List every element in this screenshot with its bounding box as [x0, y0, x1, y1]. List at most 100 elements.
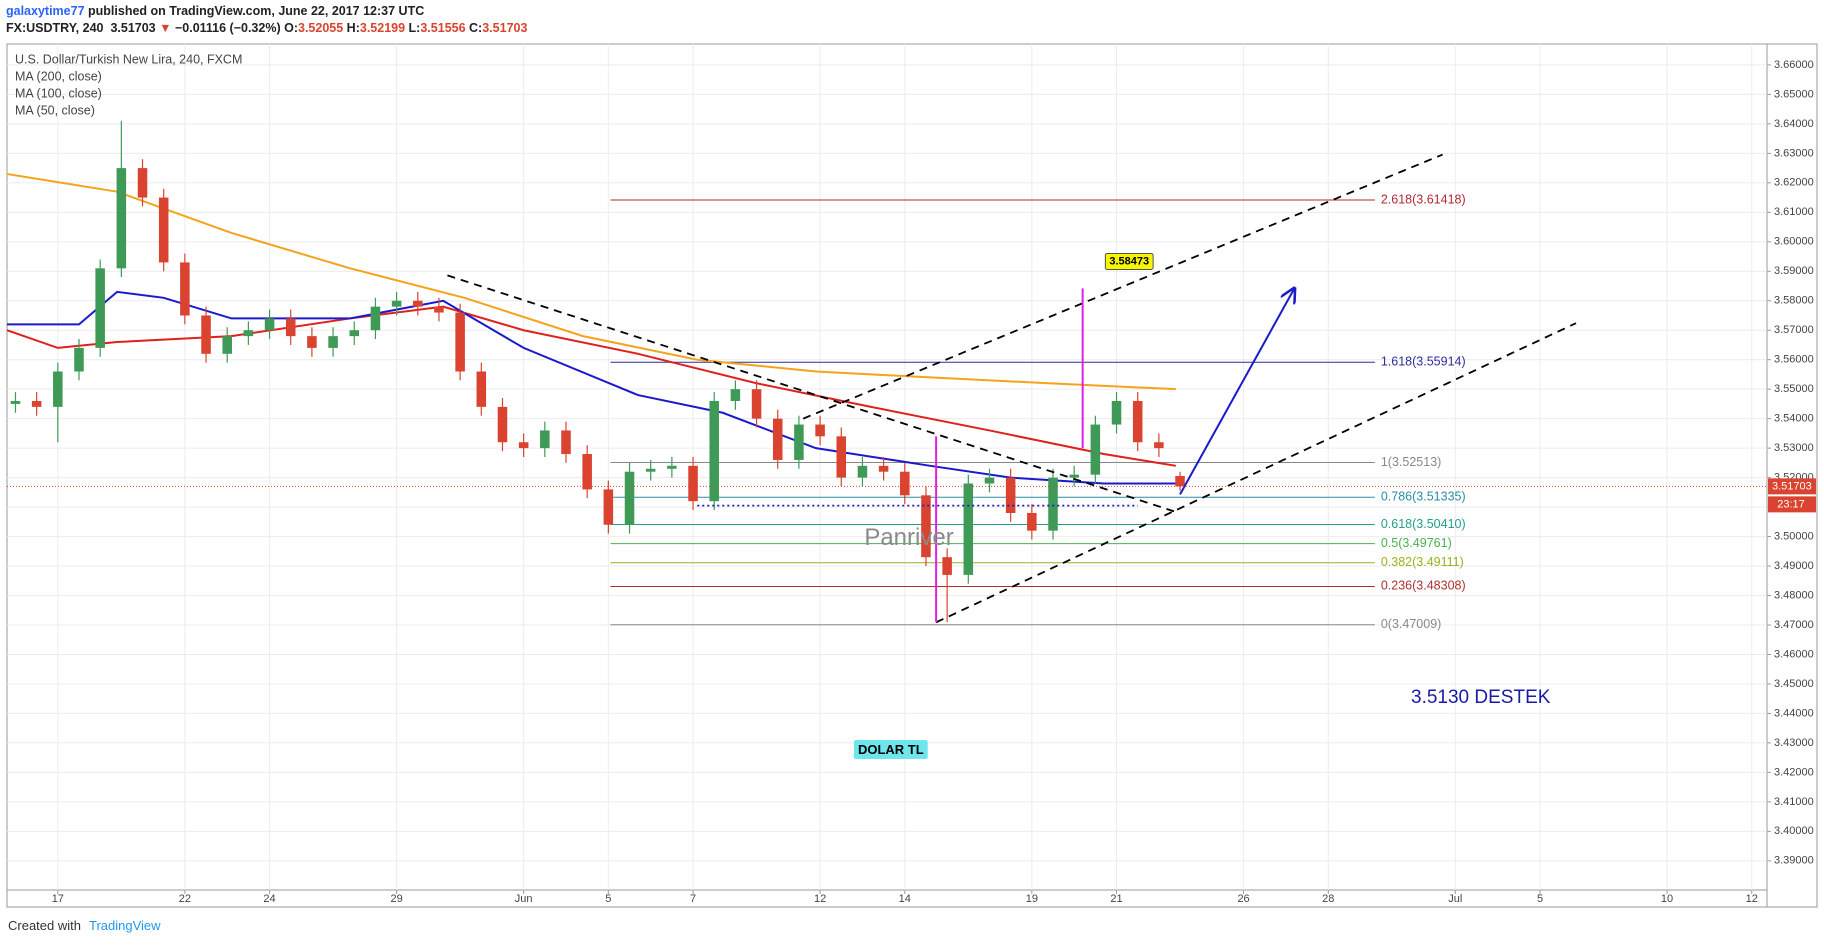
candle-body	[730, 389, 741, 401]
x-tick-label: 24	[263, 893, 275, 905]
x-tick-label: Jul	[1448, 893, 1462, 905]
author[interactable]: galaxytime77	[6, 4, 85, 18]
plot: 2.618(3.61418) 1.618(3.55914) 1(3.52513) 0.…	[7, 44, 1767, 890]
y-tick-label: 3.49000	[1774, 560, 1814, 572]
x-tick-label: 5	[1537, 893, 1543, 905]
y-tick-label: 3.41000	[1774, 796, 1814, 808]
direction: ▼	[159, 21, 172, 35]
y-tick-label: 3.54000	[1774, 413, 1814, 425]
annotation-text: Panriver	[864, 524, 953, 551]
fib-label: 0.236(3.48308)	[1381, 579, 1466, 593]
brand[interactable]: TradingView	[88, 918, 161, 933]
high-value: 3.52199	[359, 21, 406, 35]
x-tick-label: 21	[1110, 893, 1122, 905]
candle-body	[264, 318, 275, 331]
fib-label: 0(3.47009)	[1381, 617, 1441, 631]
x-tick-label: 7	[690, 893, 696, 905]
l-label: L:	[408, 21, 421, 35]
candle-body	[1027, 512, 1037, 531]
low-value: 3.51556	[420, 21, 466, 35]
candle-body	[857, 465, 868, 478]
legend-entry: MA (200, close)	[15, 69, 102, 83]
o-label: O:	[284, 21, 298, 35]
x-tick-label: 26	[1237, 893, 1249, 905]
x-tick-label: 22	[179, 893, 191, 905]
y-tick-label: 3.40000	[1774, 825, 1814, 837]
y-tick-label: 3.58000	[1774, 295, 1814, 307]
fib-label: 1(3.52513)	[1381, 455, 1441, 469]
annotation-text: 3.5130 DESTEK	[1411, 687, 1551, 708]
candle-body	[709, 400, 719, 502]
x-tick-label: 19	[1026, 893, 1038, 905]
drawing	[802, 153, 1443, 420]
y-tick-label: 3.61000	[1774, 206, 1814, 218]
candle-body	[307, 336, 317, 348]
fib-label: 2.618(3.61418)	[1381, 192, 1466, 206]
h-label: H:	[346, 21, 360, 35]
candle-body	[116, 168, 127, 269]
chart-title: U.S. Dollar/Turkish New Lira, 240, FXCM	[15, 52, 242, 66]
header: galaxytime77 published on TradingView.co…	[6, 3, 527, 37]
drawing	[1179, 288, 1294, 495]
candle-body	[1048, 477, 1058, 531]
candle-body	[603, 489, 614, 525]
symbol: FX:USDTRY, 240	[6, 21, 104, 35]
y-tick-label: 3.53000	[1774, 442, 1814, 454]
candle-body	[95, 268, 105, 348]
x-tick-label: 17	[52, 893, 64, 905]
x-tick-label: 29	[390, 893, 402, 905]
candle-body	[836, 436, 847, 478]
y-tick-label: 3.42000	[1774, 766, 1814, 778]
candle-body	[751, 389, 762, 419]
candle-body	[624, 471, 635, 525]
annotation: 3.5130 DESTEK	[1411, 687, 1551, 708]
annotation-bg	[1104, 252, 1154, 270]
y-tick-label: 3.64000	[1774, 118, 1814, 130]
candle-body	[921, 495, 931, 558]
y-tick-label: 3.63000	[1774, 147, 1814, 159]
candle-body	[349, 330, 360, 337]
y-tick-label: 3.59000	[1774, 265, 1814, 277]
fib-label: 0.786(3.51335)	[1381, 490, 1466, 504]
last-price-label: 3.51703	[1772, 480, 1812, 492]
footer: Created with TradingView	[8, 918, 161, 933]
drawing	[935, 322, 1577, 624]
fib-label: 1.618(3.55914)	[1381, 355, 1466, 369]
x-tick-label: Jun	[515, 893, 533, 905]
candle-body	[243, 330, 254, 337]
y-tick-label: 3.56000	[1774, 354, 1814, 366]
y-tick-label: 3.65000	[1774, 88, 1814, 100]
fib-label: 0.382(3.49111)	[1381, 555, 1464, 569]
candle-body	[1132, 400, 1143, 443]
y-tick-label: 3.57000	[1774, 324, 1814, 336]
candle-body	[158, 197, 169, 263]
annotation: 3.58473	[1104, 252, 1154, 270]
candle-body	[74, 347, 84, 372]
annotation-bg	[853, 740, 928, 760]
close-value: 3.51703	[482, 21, 528, 35]
candle-body	[285, 318, 296, 337]
candle-body	[497, 406, 508, 443]
last-price-tag	[1768, 478, 1816, 495]
candle-body	[1090, 424, 1101, 475]
legend-entry: MA (50, close)	[15, 103, 95, 117]
last-price: 3.51703	[110, 21, 156, 35]
candle-body	[328, 336, 338, 348]
header-line: galaxytime77 published on TradingView.co…	[6, 3, 527, 20]
candle-body	[391, 300, 402, 307]
y-tick-label: 3.66000	[1774, 59, 1814, 71]
annotation-text: 3.58473	[1109, 255, 1149, 267]
candle-body	[222, 336, 232, 354]
candle-body	[455, 312, 465, 372]
countdown-tag	[1768, 496, 1816, 513]
candle-body	[518, 442, 529, 449]
candle-body	[476, 371, 487, 407]
header-line: FX:USDTRY, 240 3.51703 ▼ −0.01116 (−0.32…	[6, 20, 527, 37]
y-tick-label: 3.48000	[1774, 589, 1814, 601]
y-tick-label: 3.55000	[1774, 383, 1814, 395]
candle-body	[10, 400, 21, 404]
candle-body	[667, 465, 677, 469]
candle-body	[878, 465, 889, 472]
candle-body	[540, 430, 550, 449]
